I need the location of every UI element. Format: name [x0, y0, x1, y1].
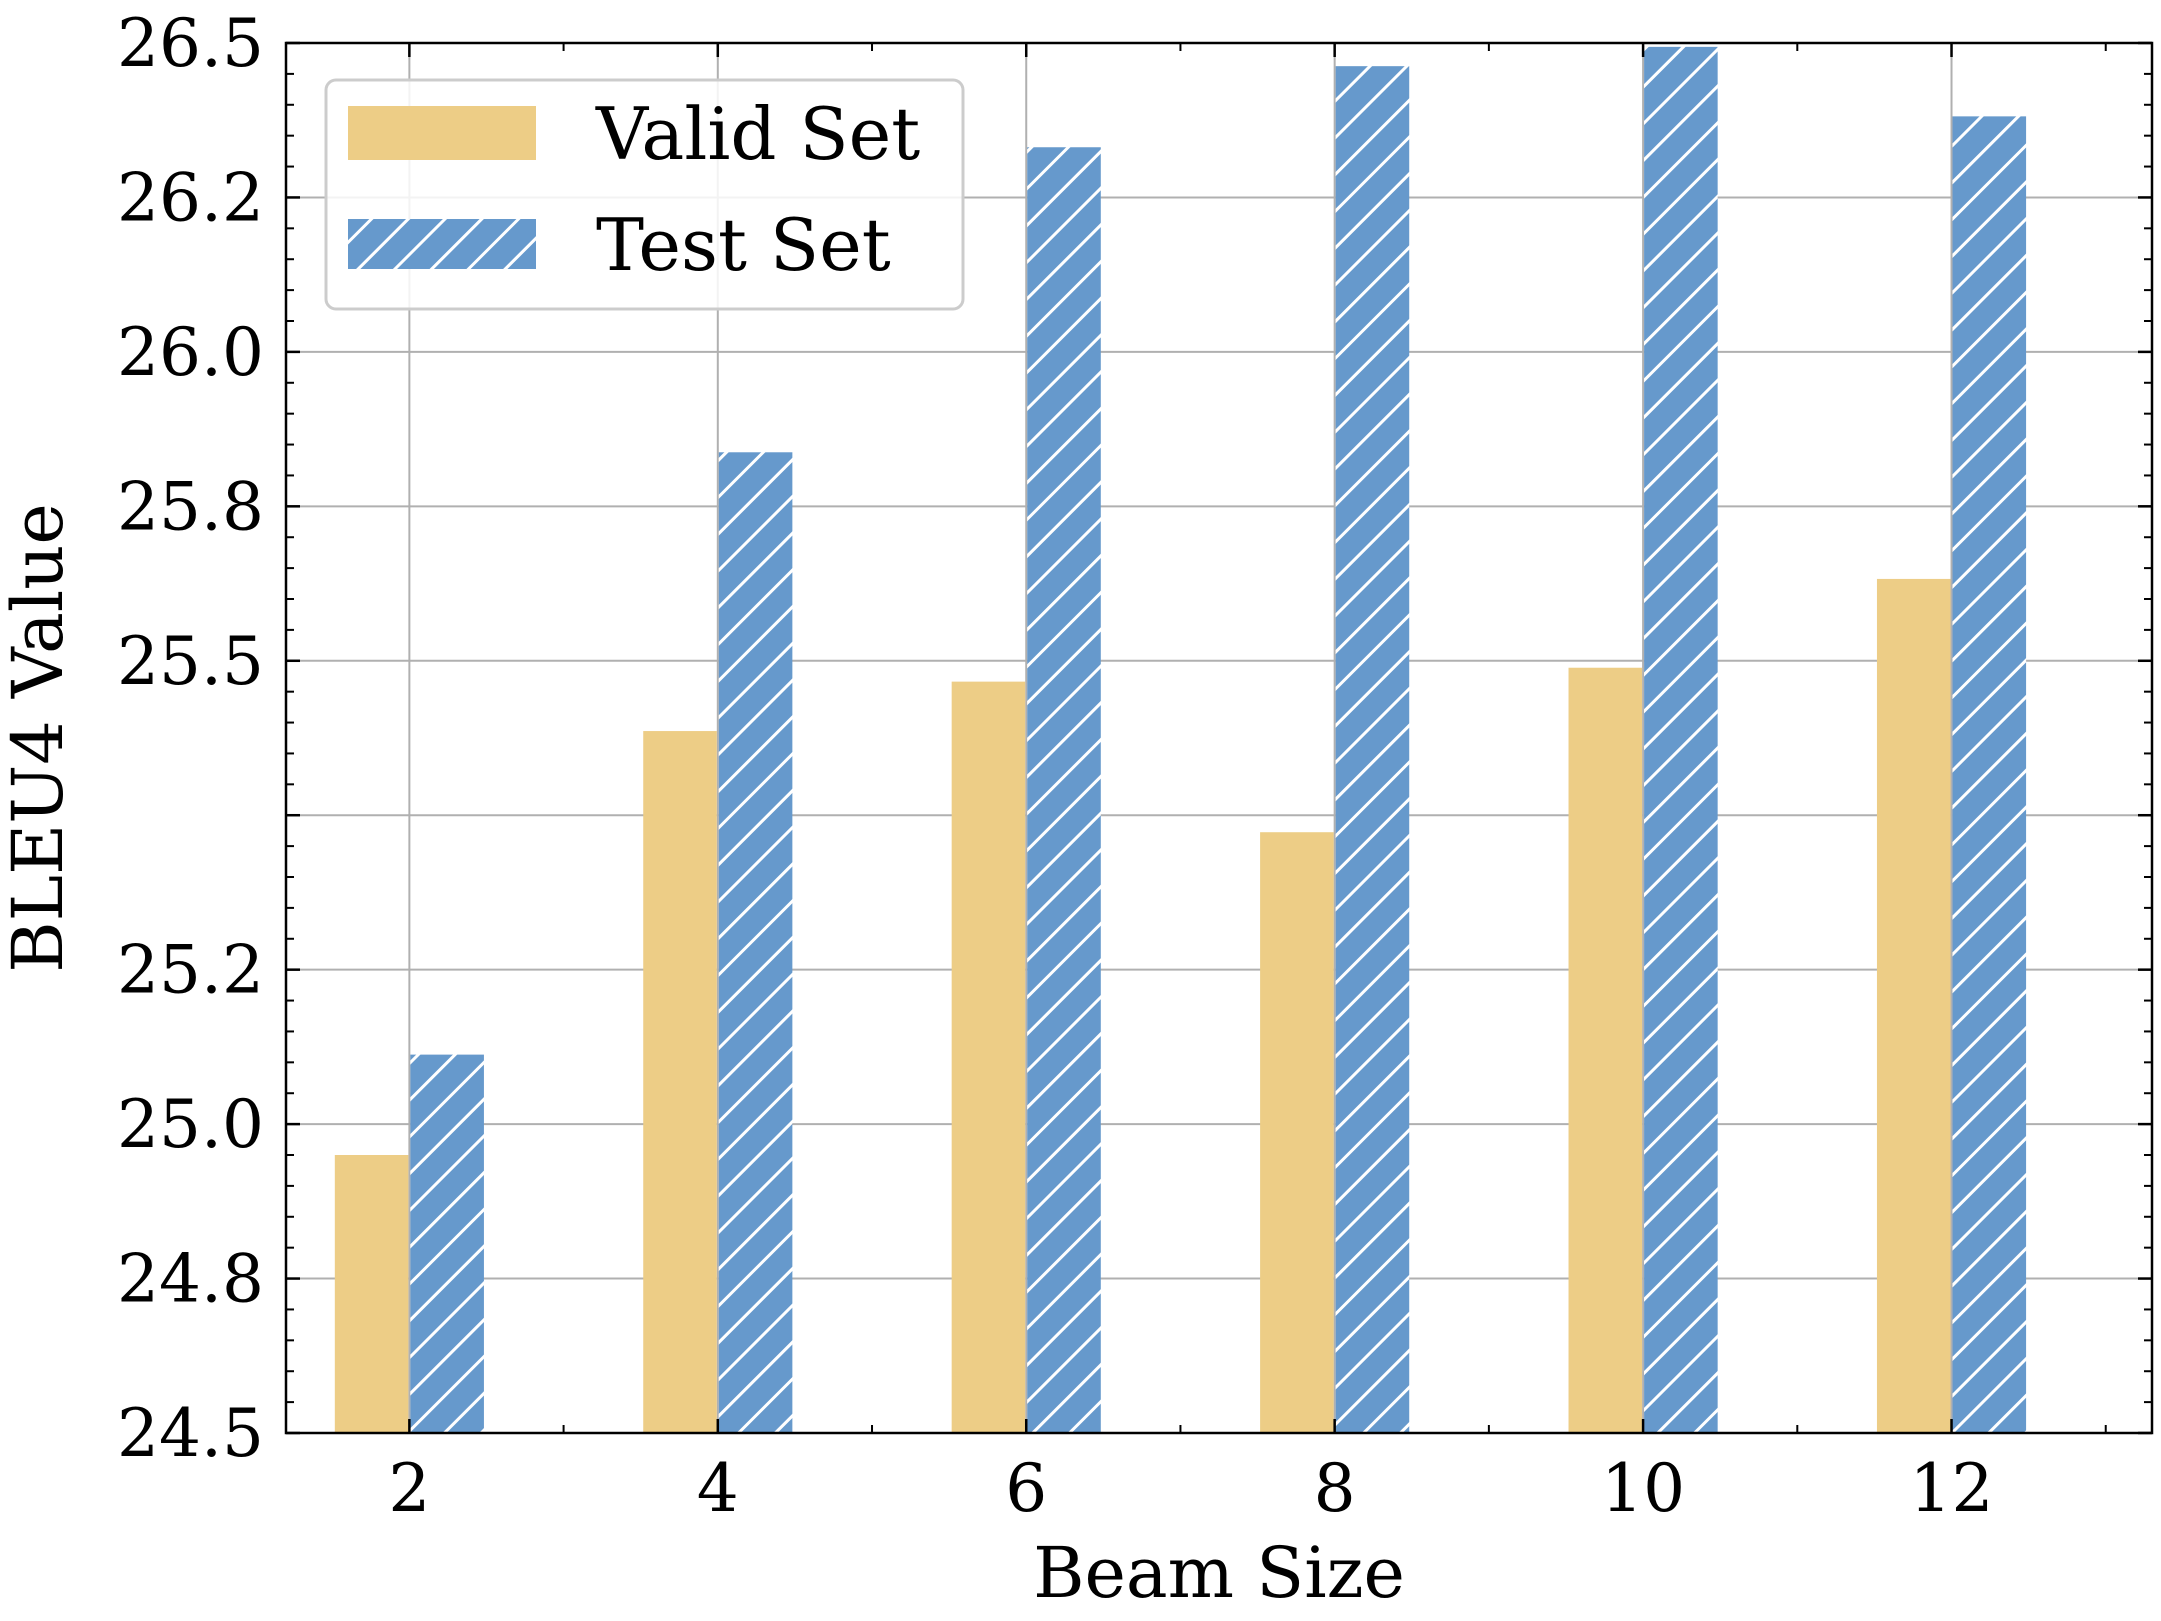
- y-tick-label-2: 25.0: [117, 1086, 264, 1163]
- x-tick-label-6: 6: [1005, 1450, 1047, 1527]
- bar-valid-set-6: [951, 681, 1026, 1433]
- bar-valid-set-2: [334, 1155, 409, 1433]
- bar-test-set-2: [410, 1054, 484, 1433]
- legend-label-test-set: Test Set: [596, 203, 891, 287]
- x-tick-label-2: 2: [388, 1450, 430, 1527]
- y-axis-label: BLEU4 Value: [0, 503, 79, 973]
- bar-test-set-6: [1027, 147, 1101, 1433]
- bar-test-set-8: [1335, 66, 1410, 1433]
- y-tick-label-7: 26.2: [117, 159, 264, 236]
- axes: 2 4 6 8 10 12 24.5 24.8 25.0 25.2 25.5 25.8 26.0 26.2…: [117, 5, 2154, 1527]
- plot-frame: [284, 41, 2154, 1435]
- legend-swatch-test-set: [348, 219, 536, 269]
- y-tick-label-3: 25.2: [117, 932, 264, 1009]
- x-tick-label-4: 4: [697, 1450, 739, 1527]
- bar-valid-set-12: [1876, 578, 1951, 1433]
- bar-valid-set-10: [1568, 667, 1643, 1433]
- y-tick-label-1: 24.8: [117, 1241, 264, 1318]
- bar-valid-set-8: [1260, 832, 1334, 1433]
- x-tick-label-12: 12: [1910, 1450, 1994, 1527]
- bar-test-set-10: [1644, 46, 1718, 1433]
- y-tick-label-8: 26.5: [117, 5, 264, 82]
- bar-test-set-4: [718, 452, 793, 1433]
- y-tick-label-5: 25.8: [117, 468, 264, 545]
- y-tick-label-0: 24.5: [117, 1395, 264, 1472]
- y-tick-label-4: 25.5: [117, 623, 264, 700]
- legend: Valid Set Test Set: [324, 78, 965, 311]
- bar-valid-set-4: [643, 731, 717, 1433]
- x-tick-label-8: 8: [1314, 1450, 1356, 1527]
- bars: [334, 46, 2027, 1433]
- grid-lines: [286, 42, 2152, 1434]
- legend-swatch-valid-set: [348, 106, 536, 160]
- bar-test-set-12: [1952, 116, 2027, 1433]
- legend-label-valid-set: Valid Set: [595, 92, 920, 176]
- y-tick-label-6: 26.0: [117, 314, 264, 391]
- x-axis-label: Beam Size: [1033, 1532, 1405, 1614]
- x-tick-label-10: 10: [1601, 1450, 1685, 1527]
